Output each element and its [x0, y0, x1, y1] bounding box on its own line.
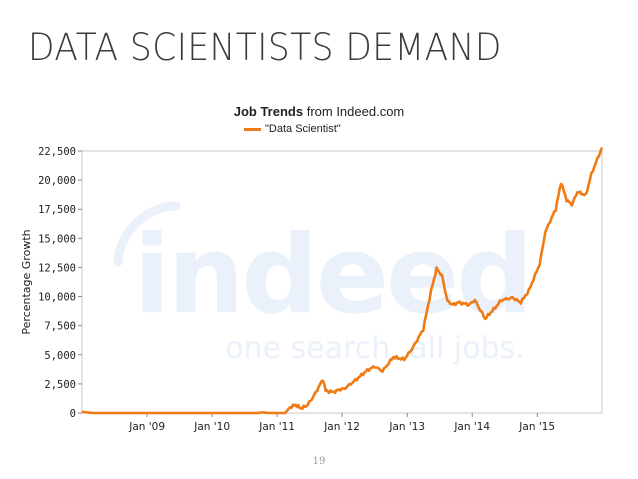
chart-title-rest: from Indeed.com: [303, 104, 405, 119]
watermark-brand: indeed: [133, 213, 530, 338]
x-axis: Jan '09 Jan '10 Jan '11 Jan '12 Jan '13 Jan '…: [128, 413, 555, 433]
y-axis-label: Percentage Growth: [20, 229, 33, 334]
y-tick-label: 15,000: [38, 233, 76, 245]
x-tick-label: Jan '12: [323, 421, 360, 433]
y-tick-label: 17,500: [38, 204, 76, 216]
x-tick-label: Jan '15: [518, 421, 555, 433]
watermark-tagline: one search. all jobs.: [225, 331, 525, 366]
legend-swatch: [244, 127, 261, 131]
y-tick-label: 22,500: [38, 146, 76, 158]
y-tick-label: 2,500: [44, 379, 76, 391]
series-layer: [81, 147, 604, 415]
x-tick-label: Jan '13: [388, 421, 425, 433]
y-tick-label: 0: [70, 408, 76, 420]
series-line-0: [81, 147, 604, 415]
chart-title-bold: Job Trends: [233, 104, 304, 119]
y-tick-label: 12,500: [38, 262, 76, 274]
slide-title: DATA SCIENTISTS DEMAND: [28, 26, 502, 69]
watermark-swoosh: [113, 201, 181, 267]
x-tick-label: Jan '09: [128, 421, 165, 433]
page-number: 19: [312, 456, 326, 467]
y-tick-label: 7,500: [44, 321, 76, 333]
chart-legend: "Data Scientist": [244, 123, 341, 135]
y-tick-label: 10,000: [38, 292, 76, 304]
x-tick-label: Jan '14: [453, 421, 490, 433]
legend-label: "Data Scientist": [265, 123, 341, 135]
x-tick-label: Jan '10: [193, 421, 230, 433]
y-tick-label: 20,000: [38, 175, 76, 187]
y-axis: 0 2,500 5,000 7,500 10,000 12,500 15,000 17,500…: [20, 146, 82, 420]
chart-title: Job Trends from Indeed.com: [0, 104, 638, 119]
x-tick-label: Jan '11: [258, 421, 295, 433]
y-tick-label: 5,000: [44, 350, 76, 362]
